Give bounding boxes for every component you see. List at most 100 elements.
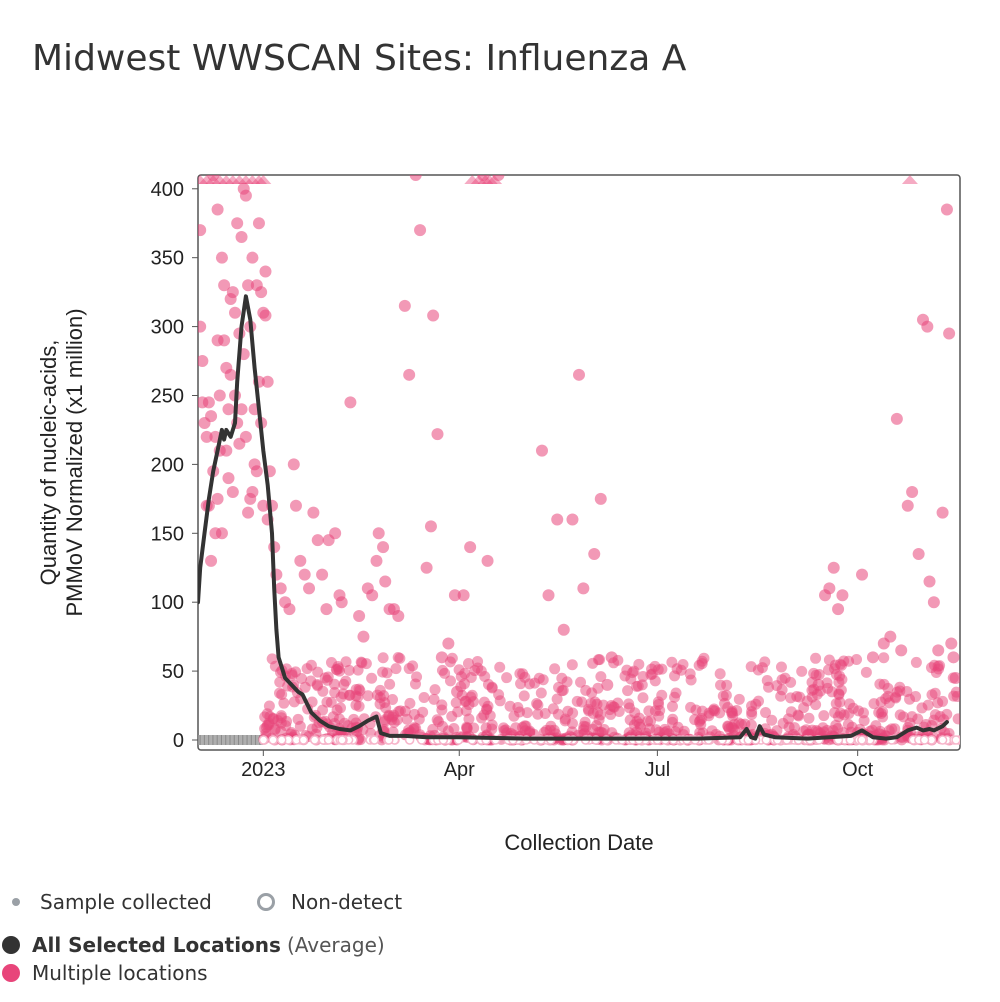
legend-sample-collected[interactable]: Sample collected	[12, 890, 212, 914]
sample-point	[433, 716, 445, 728]
non-detect-point	[919, 735, 930, 745]
sample-point	[259, 265, 272, 278]
sample-point	[669, 670, 681, 682]
sample-point	[325, 696, 337, 708]
sample-point	[519, 720, 531, 732]
sample-point	[403, 368, 416, 381]
sample-point	[229, 306, 242, 319]
sample-point	[198, 320, 207, 333]
sample-point	[637, 671, 649, 683]
sample-point	[693, 659, 705, 671]
sample-point	[580, 684, 592, 696]
sample-point	[594, 654, 606, 666]
sample-point	[468, 722, 480, 734]
capped-marker	[205, 175, 222, 184]
sample-point	[916, 702, 928, 714]
sample-point	[231, 217, 244, 230]
non-detect-point	[857, 735, 867, 745]
sample-point	[486, 723, 498, 735]
sample-point	[200, 430, 213, 443]
legend-all-selected[interactable]: All Selected Locations (Average)	[2, 933, 385, 957]
sample-point	[567, 707, 579, 719]
sample-point	[218, 279, 231, 292]
sample-point	[551, 513, 564, 526]
sample-point	[659, 723, 671, 735]
sample-point	[500, 724, 512, 736]
sample-point	[521, 707, 533, 719]
sample-dot-icon	[12, 898, 20, 906]
sample-point	[533, 672, 545, 684]
sample-point	[460, 705, 472, 717]
sample-point	[444, 656, 456, 668]
sample-point	[428, 693, 440, 705]
capped-marker	[237, 175, 254, 184]
sample-point	[235, 403, 248, 416]
sample-point	[833, 676, 845, 688]
capped-marker	[481, 175, 498, 184]
sample-point	[263, 700, 275, 712]
sample-point	[331, 664, 343, 676]
sample-point	[374, 698, 386, 710]
sample-point	[666, 700, 678, 712]
sample-point	[878, 652, 890, 664]
sample-point	[690, 704, 702, 716]
non-detect-point	[309, 735, 320, 745]
sample-point	[685, 674, 697, 686]
sample-point	[624, 714, 636, 726]
sample-point	[307, 506, 320, 519]
non-detect-point	[268, 735, 278, 745]
sample-point	[945, 637, 958, 650]
sample-point	[860, 666, 872, 678]
sample-point	[556, 672, 568, 684]
sample-point	[517, 668, 529, 680]
sample-point	[634, 721, 646, 733]
sample-point	[429, 684, 441, 696]
sample-point	[239, 189, 252, 202]
sample-point	[420, 561, 433, 574]
sample-point	[912, 547, 925, 560]
sample-point	[239, 430, 252, 443]
non-detect-point	[298, 735, 309, 745]
sample-point	[444, 675, 456, 687]
sample-point	[353, 609, 366, 622]
sample-point	[796, 665, 808, 677]
capped-marker	[231, 175, 248, 184]
sample-point	[436, 704, 448, 716]
sample-point	[435, 651, 448, 664]
sample-point	[320, 603, 333, 616]
sample-point	[943, 327, 956, 340]
sample-point	[622, 685, 634, 697]
sample-point	[591, 719, 603, 731]
sample-point	[636, 679, 648, 691]
sample-point	[335, 596, 348, 609]
sample-point	[760, 707, 772, 719]
sample-point	[344, 396, 357, 409]
sample-point	[287, 458, 300, 471]
non-detect-point	[323, 735, 334, 745]
sample-point	[926, 689, 938, 701]
sample-point	[856, 568, 869, 581]
sample-point	[847, 702, 859, 714]
sample-point	[794, 691, 806, 703]
sample-point	[763, 681, 775, 693]
sample-point	[722, 720, 734, 732]
sample-point	[936, 506, 949, 519]
non-detect-point	[276, 735, 287, 745]
sample-point	[439, 667, 451, 679]
legend-non-detect[interactable]: Non-detect	[257, 890, 402, 914]
sample-point	[259, 309, 272, 322]
y-tick-label: 150	[151, 523, 184, 545]
sample-point	[895, 644, 908, 657]
sample-point	[504, 700, 516, 712]
sample-point	[362, 690, 374, 702]
sample-point	[884, 630, 897, 643]
sample-point	[575, 676, 587, 688]
sample-point	[706, 725, 718, 737]
capped-marker	[255, 175, 272, 184]
sample-point	[222, 403, 235, 416]
sample-point	[901, 499, 914, 512]
legend-multiple-locations[interactable]: Multiple locations	[2, 961, 208, 985]
sample-point	[808, 667, 820, 679]
sample-point	[628, 665, 640, 677]
y-tick-label: 0	[173, 730, 184, 752]
